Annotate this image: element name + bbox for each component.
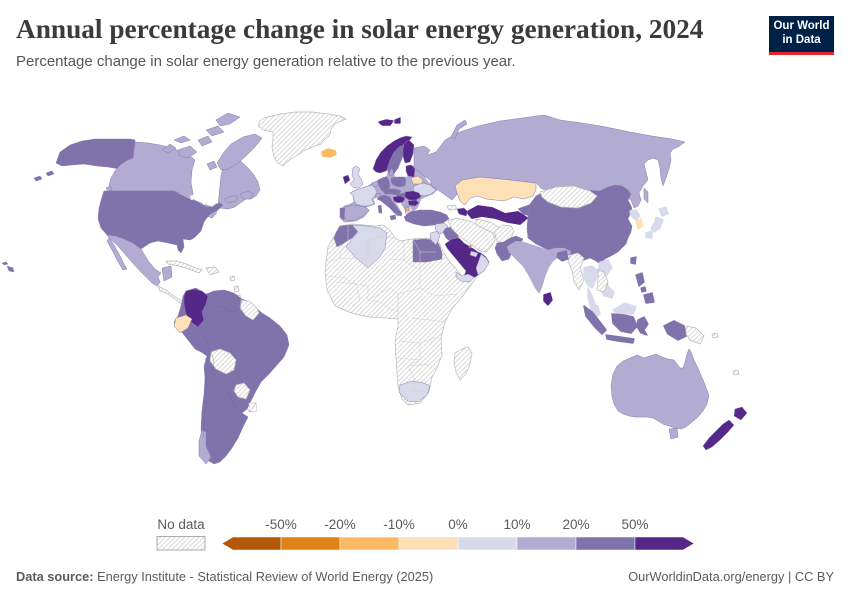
svg-text:10%: 10% bbox=[503, 517, 530, 532]
svg-text:-10%: -10% bbox=[383, 517, 415, 532]
svg-text:20%: 20% bbox=[562, 517, 589, 532]
svg-text:No data: No data bbox=[157, 517, 205, 532]
svg-text:50%: 50% bbox=[621, 517, 648, 532]
svg-text:0%: 0% bbox=[448, 517, 468, 532]
svg-text:-20%: -20% bbox=[324, 517, 356, 532]
svg-text:-50%: -50% bbox=[265, 517, 297, 532]
